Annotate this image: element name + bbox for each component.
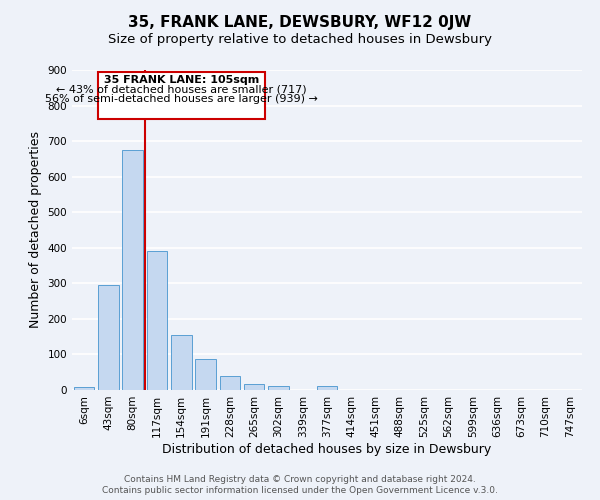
- Bar: [171, 335, 191, 390]
- Text: Contains HM Land Registry data © Crown copyright and database right 2024.: Contains HM Land Registry data © Crown c…: [124, 475, 476, 484]
- Text: 56% of semi-detached houses are larger (939) →: 56% of semi-detached houses are larger (…: [45, 94, 318, 104]
- Text: ← 43% of detached houses are smaller (717): ← 43% of detached houses are smaller (71…: [56, 84, 307, 94]
- Bar: [244, 384, 265, 390]
- X-axis label: Distribution of detached houses by size in Dewsbury: Distribution of detached houses by size …: [163, 442, 491, 456]
- Bar: [122, 150, 143, 390]
- Text: Size of property relative to detached houses in Dewsbury: Size of property relative to detached ho…: [108, 32, 492, 46]
- Bar: [146, 252, 167, 390]
- Y-axis label: Number of detached properties: Number of detached properties: [29, 132, 42, 328]
- Bar: [268, 386, 289, 390]
- Bar: [98, 285, 119, 390]
- Text: Contains public sector information licensed under the Open Government Licence v.: Contains public sector information licen…: [102, 486, 498, 495]
- Bar: [195, 358, 216, 390]
- Text: 35 FRANK LANE: 105sqm: 35 FRANK LANE: 105sqm: [104, 75, 259, 85]
- Text: 35, FRANK LANE, DEWSBURY, WF12 0JW: 35, FRANK LANE, DEWSBURY, WF12 0JW: [128, 15, 472, 30]
- FancyBboxPatch shape: [97, 72, 265, 119]
- Bar: [220, 376, 240, 390]
- Bar: [74, 387, 94, 390]
- Bar: [317, 386, 337, 390]
